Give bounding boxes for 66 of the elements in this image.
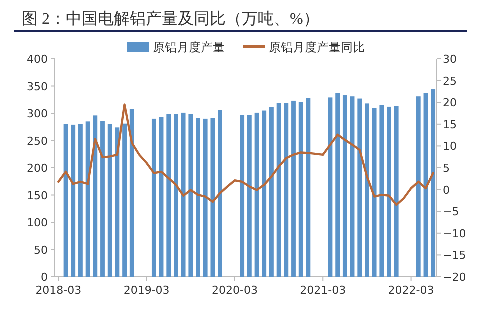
y2-tick-label: −10 <box>443 227 466 240</box>
bar <box>431 90 436 277</box>
y2-tick-label: −20 <box>443 271 466 284</box>
bar <box>276 103 282 277</box>
y-tick-label: 400 <box>27 53 48 66</box>
bar <box>181 112 186 277</box>
x-tick-label: 2020-03 <box>212 284 258 297</box>
y2-tick-label: 5 <box>443 162 450 175</box>
bar <box>298 102 304 277</box>
x-tick-label: 2019-03 <box>124 284 170 297</box>
bar <box>372 108 377 277</box>
y2-tick-label: 25 <box>443 74 457 88</box>
y-tick-label: 350 <box>27 80 48 94</box>
bar <box>306 98 311 277</box>
y2-tick-label: 30 <box>443 53 457 66</box>
bar <box>292 100 296 277</box>
bar <box>86 122 90 277</box>
bar <box>336 93 340 277</box>
bar <box>115 128 120 277</box>
y-tick-label: 300 <box>27 108 48 120</box>
y2-tick-label: −5 <box>443 206 460 219</box>
line-series <box>58 104 434 206</box>
y-tick-label: 50 <box>34 244 48 257</box>
bar <box>387 106 392 277</box>
bar <box>130 109 134 277</box>
chart-title: 图 2：中国电解铝产量及同比（万吨、%） <box>22 10 320 28</box>
bar <box>270 108 274 277</box>
bar <box>262 110 267 277</box>
bar <box>284 103 289 277</box>
bar <box>218 110 222 277</box>
x-tick-label: 2018-03 <box>36 284 82 297</box>
y2-tick-label: 20 <box>443 96 457 110</box>
y2-tick-label: −15 <box>443 249 466 262</box>
y2-tick-label: 15 <box>443 118 457 132</box>
y-tick-label: 150 <box>27 189 48 202</box>
x-tick-label: 2022-03 <box>388 284 434 297</box>
bar <box>380 105 384 277</box>
bar <box>342 96 348 277</box>
bar <box>203 118 208 277</box>
bar <box>416 96 421 277</box>
bar <box>210 118 216 277</box>
y2-tick-label: 10 <box>443 140 457 154</box>
bar <box>108 124 112 277</box>
bar <box>174 114 178 277</box>
x-tick-label: 2021-03 <box>300 284 346 297</box>
bar <box>196 118 200 277</box>
bar <box>247 115 252 277</box>
bar <box>122 124 127 277</box>
y2-tick-label: 0 <box>443 184 450 197</box>
bar <box>152 118 156 277</box>
bar <box>78 124 83 277</box>
bar <box>71 124 76 277</box>
bar <box>365 104 370 277</box>
bar <box>394 106 399 277</box>
bar <box>188 114 194 277</box>
bar <box>358 98 362 277</box>
legend-label: 原铝月度产量 <box>153 40 225 54</box>
bar <box>166 114 172 277</box>
bar <box>240 115 245 277</box>
y-tick-label: 100 <box>27 216 48 230</box>
y-tick-label: 0 <box>41 271 48 284</box>
legend-label: 原铝月度产量同比 <box>269 40 365 54</box>
y-tick-label: 200 <box>27 162 48 175</box>
bar <box>100 121 105 277</box>
bar <box>93 116 98 277</box>
y-tick-label: 250 <box>27 134 48 148</box>
